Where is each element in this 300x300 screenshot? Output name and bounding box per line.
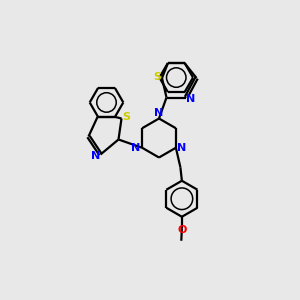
Text: N: N: [177, 143, 187, 153]
Text: O: O: [177, 225, 187, 235]
Text: S: S: [154, 71, 161, 82]
Text: N: N: [186, 94, 195, 104]
Text: S: S: [122, 112, 130, 122]
Text: N: N: [131, 143, 141, 153]
Text: N: N: [92, 151, 100, 161]
Text: N: N: [154, 108, 164, 118]
